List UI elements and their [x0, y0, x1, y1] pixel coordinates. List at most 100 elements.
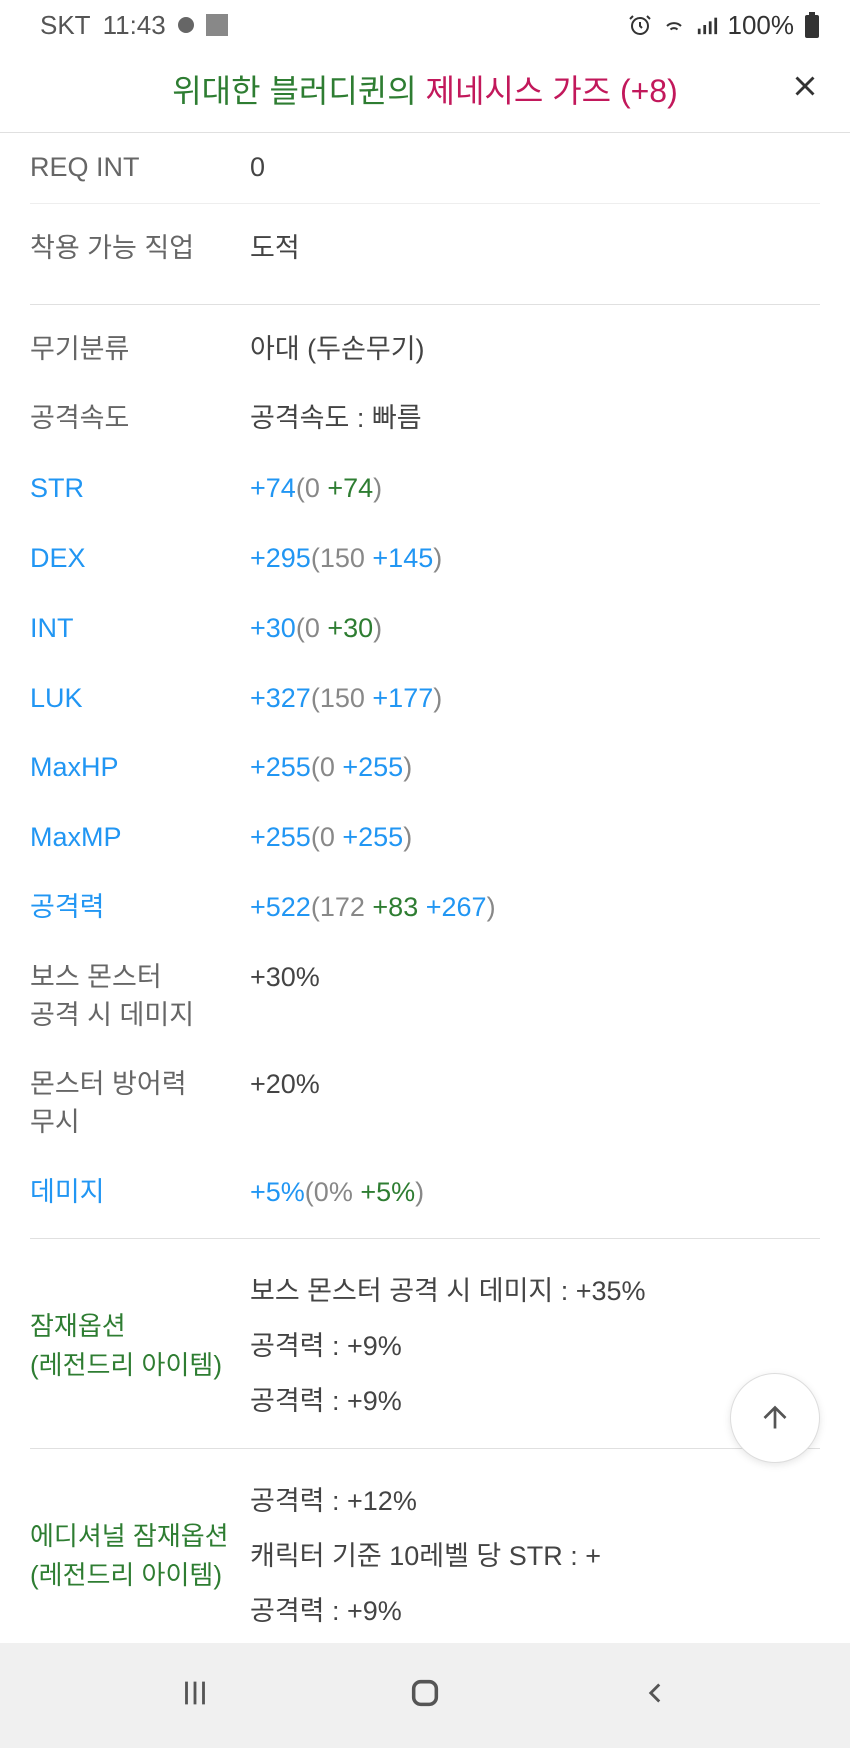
back-button[interactable]: [638, 1676, 672, 1715]
base-value: 0: [305, 473, 320, 503]
bonus-value: +255: [342, 822, 403, 852]
stat-value: 도적: [250, 230, 820, 268]
divider: [30, 1238, 820, 1239]
stat-label: 착용 가능 직업: [30, 230, 250, 268]
paren-close: ): [373, 613, 382, 643]
stat-row-attackspeed: 공격속도 공격속도 : 빠름: [30, 384, 820, 454]
notification-dot-icon: [178, 17, 194, 33]
stat-value: 0: [250, 149, 820, 187]
section-label: 에디셔널 잠재옵션 (레전드리 아이템): [30, 1521, 229, 1590]
paren-open: (: [311, 822, 320, 852]
status-left: SKT 11:43: [40, 10, 228, 41]
stat-row-str: STR +74(0 +74): [30, 454, 820, 524]
base-value: 150: [320, 543, 365, 573]
paren-open: (: [311, 683, 320, 713]
potential-options: 보스 몬스터 공격 시 데미지 : +35% 공격력 : +9% 공격력 : +…: [250, 1269, 820, 1418]
base-value: 0: [305, 613, 320, 643]
page-header: 위대한 블러디퀸의 제네시스 가즈 (+8): [0, 50, 850, 133]
title-name: 제네시스 가즈 (+8): [426, 73, 678, 109]
option-line: 공격력 : +9%: [250, 1589, 820, 1628]
recent-icon: [178, 1676, 212, 1710]
bonus2-value: +267: [426, 892, 487, 922]
content-area: REQ INT 0 착용 가능 직업 도적 무기분류 아대 (두손무기) 공격속…: [0, 133, 850, 1659]
stat-label: 데미지: [30, 1174, 250, 1212]
recent-apps-button[interactable]: [178, 1676, 212, 1715]
stat-value: +522(172 +83 +267): [250, 889, 820, 927]
stat-value: +74(0 +74): [250, 470, 820, 508]
paren-close: ): [403, 752, 412, 782]
bonus-value: +145: [372, 543, 433, 573]
battery-label: 100%: [728, 10, 795, 41]
alarm-icon: [628, 13, 652, 37]
home-icon: [408, 1676, 442, 1710]
divider: [30, 304, 820, 305]
home-button[interactable]: [408, 1676, 442, 1715]
stat-row-luk: LUK +327(150 +177): [30, 664, 820, 734]
stat-label: REQ INT: [30, 149, 250, 187]
base-value: 172: [320, 892, 365, 922]
wifi-icon: [662, 13, 686, 37]
signal-icon: [696, 14, 718, 36]
close-button[interactable]: [788, 69, 822, 109]
stat-row-maxhp: MaxHP +255(0 +255): [30, 733, 820, 803]
message-icon: [206, 14, 228, 36]
total-value: +255: [250, 822, 311, 852]
total-value: +74: [250, 473, 296, 503]
additional-potential-label: 에디셔널 잠재옵션 (레전드리 아이템): [30, 1479, 250, 1628]
paren-open: (: [305, 1177, 314, 1207]
option-line: 보스 몬스터 공격 시 데미지 : +35%: [250, 1269, 820, 1308]
stat-label: 무기분류: [30, 331, 250, 369]
paren-open: (: [311, 752, 320, 782]
stat-label: 공격력: [30, 889, 250, 927]
additional-potential-options: 공격력 : +12% 캐릭터 기준 10레벨 당 STR : + 공격력 : +…: [250, 1479, 820, 1628]
paren-open: (: [296, 613, 305, 643]
stat-value: +255(0 +255): [250, 819, 820, 857]
stat-label: STR: [30, 470, 250, 508]
paren-close: ): [487, 892, 496, 922]
paren-open: (: [296, 473, 305, 503]
arrow-up-icon: [757, 1400, 793, 1436]
potential-section: 잠재옵션 (레전드리 아이템) 보스 몬스터 공격 시 데미지 : +35% 공…: [30, 1249, 820, 1438]
section-label: 잠재옵션 (레전드리 아이템): [30, 1311, 222, 1380]
scroll-to-top-button[interactable]: [730, 1373, 820, 1463]
bonus-value: +255: [342, 752, 403, 782]
base-value: 0%: [314, 1177, 353, 1207]
bonus-value: +5%: [360, 1177, 415, 1207]
stat-row-ignoredef: 몬스터 방어력 무시 +20%: [30, 1050, 820, 1158]
stat-value: +295(150 +145): [250, 540, 820, 578]
total-value: +522: [250, 892, 311, 922]
stat-row-attack: 공격력 +522(172 +83 +267): [30, 873, 820, 943]
divider: [30, 1448, 820, 1449]
status-right: 100%: [628, 10, 821, 41]
stat-value: +20%: [250, 1066, 820, 1142]
total-value: +255: [250, 752, 311, 782]
total-value: +30: [250, 613, 296, 643]
stat-row-job: 착용 가능 직업 도적: [30, 204, 820, 294]
stat-row-dex: DEX +295(150 +145): [30, 524, 820, 594]
close-icon: [788, 69, 822, 103]
stat-label: MaxHP: [30, 749, 250, 787]
stat-label: 몬스터 방어력 무시: [30, 1066, 250, 1142]
bonus1-value: +83: [372, 892, 418, 922]
base-value: 0: [320, 822, 335, 852]
stat-value: 공격속도 : 빠름: [250, 400, 820, 438]
stat-label: LUK: [30, 680, 250, 718]
carrier-label: SKT: [40, 10, 91, 41]
status-bar: SKT 11:43 100%: [0, 0, 850, 50]
potential-label: 잠재옵션 (레전드리 아이템): [30, 1269, 250, 1418]
stat-value: +30(0 +30): [250, 610, 820, 648]
battery-icon: [804, 12, 820, 38]
stat-row-int: INT +30(0 +30): [30, 594, 820, 664]
option-line: 공격력 : +12%: [250, 1479, 820, 1518]
total-value: +5%: [250, 1177, 305, 1207]
stat-value: +30%: [250, 959, 820, 1035]
base-value: 0: [320, 752, 335, 782]
stat-row-weapontype: 무기분류 아대 (두손무기): [30, 315, 820, 385]
stat-value: +255(0 +255): [250, 749, 820, 787]
paren-close: ): [373, 473, 382, 503]
page-title: 위대한 블러디퀸의 제네시스 가즈 (+8): [172, 66, 678, 112]
bonus-value: +177: [372, 683, 433, 713]
paren-open: (: [311, 892, 320, 922]
total-value: +295: [250, 543, 311, 573]
navigation-bar: [0, 1643, 850, 1748]
